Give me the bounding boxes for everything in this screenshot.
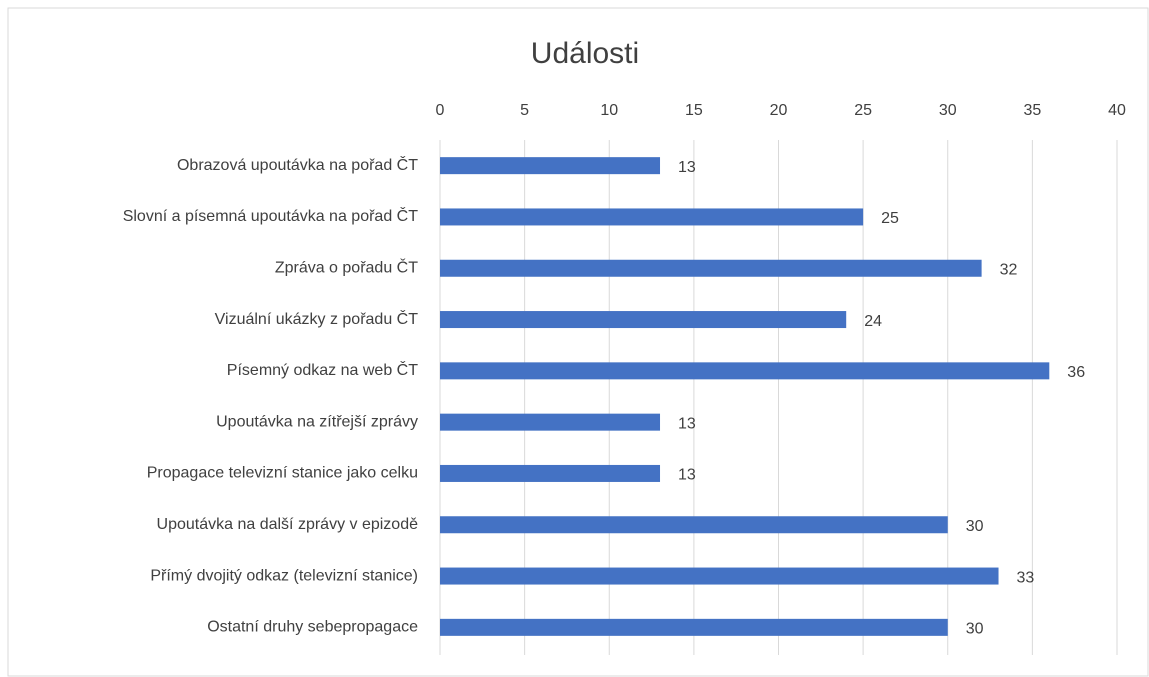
bar bbox=[440, 516, 948, 534]
bar bbox=[440, 413, 661, 431]
x-tick-label: 15 bbox=[685, 102, 703, 119]
data-label: 36 bbox=[1067, 364, 1085, 381]
bar bbox=[440, 362, 1050, 380]
x-tick-label: 5 bbox=[520, 102, 529, 119]
y-tick-label: Písemný odkaz na web ČT bbox=[227, 360, 418, 379]
bar bbox=[440, 157, 661, 175]
y-tick-label: Propagace televizní stanice jako celku bbox=[147, 465, 418, 482]
x-tick-label: 25 bbox=[854, 102, 872, 119]
x-tick-label: 30 bbox=[939, 102, 957, 119]
y-tick-label: Slovní a písemná upoutávka na pořad ČT bbox=[123, 206, 419, 225]
y-tick-label: Zpráva o pořadu ČT bbox=[275, 257, 418, 276]
y-tick-label: Ostatní druhy sebepropagace bbox=[207, 619, 418, 636]
bar bbox=[440, 464, 661, 482]
data-label: 25 bbox=[881, 210, 899, 227]
chart-border bbox=[7, 7, 1149, 677]
data-label: 24 bbox=[864, 313, 882, 330]
x-tick-label: 0 bbox=[436, 102, 445, 119]
data-label: 13 bbox=[678, 159, 696, 176]
x-tick-label: 10 bbox=[600, 102, 618, 119]
x-tick-label: 40 bbox=[1108, 102, 1126, 119]
data-label: 13 bbox=[678, 415, 696, 432]
y-tick-label: Vizuální ukázky z pořadu ČT bbox=[215, 309, 419, 328]
chart-title: Události bbox=[531, 37, 639, 70]
bar bbox=[440, 567, 999, 585]
data-label: 33 bbox=[1017, 569, 1035, 586]
y-tick-label: Obrazová upoutávka na pořad ČT bbox=[177, 155, 418, 174]
bar bbox=[440, 311, 847, 329]
y-tick-label: Upoutávka na další zprávy v epizodě bbox=[157, 516, 419, 533]
y-tick-label: Upoutávka na zítřejší zprávy bbox=[216, 413, 418, 430]
bar bbox=[440, 208, 864, 226]
bar bbox=[440, 618, 948, 636]
data-label: 30 bbox=[966, 518, 984, 535]
x-tick-label: 35 bbox=[1023, 102, 1041, 119]
bar bbox=[440, 259, 982, 277]
x-tick-label: 20 bbox=[770, 102, 788, 119]
data-label: 30 bbox=[966, 621, 984, 638]
data-label: 13 bbox=[678, 467, 696, 484]
data-label: 32 bbox=[1000, 261, 1018, 278]
y-tick-label: Přímý dvojitý odkaz (televizní stanice) bbox=[150, 567, 418, 584]
